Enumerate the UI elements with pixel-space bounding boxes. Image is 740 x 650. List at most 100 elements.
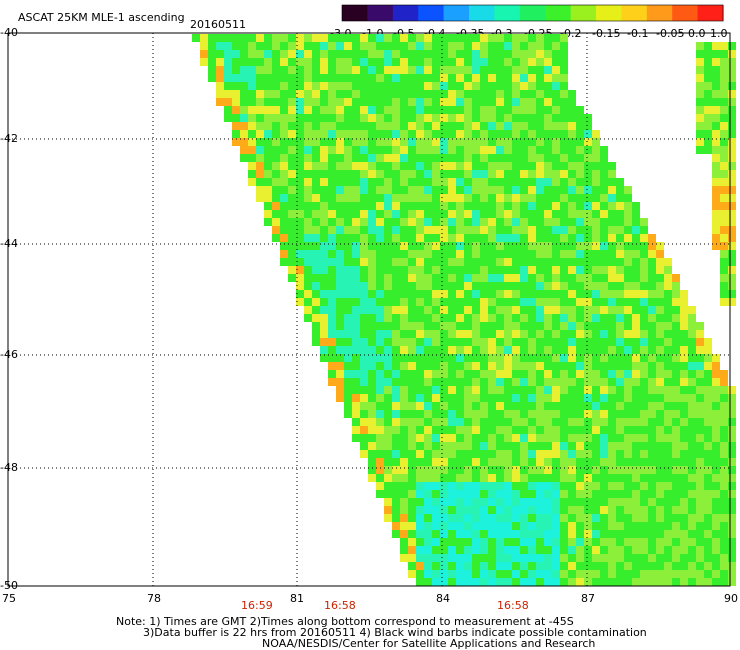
swath-cell	[720, 210, 728, 218]
swath-cell	[312, 210, 320, 218]
swath-cell	[512, 202, 520, 210]
swath-cell	[400, 186, 408, 194]
swath-cell	[248, 50, 256, 58]
swath-cell	[320, 282, 328, 290]
swath-cell	[536, 314, 544, 322]
swath-cell	[536, 458, 544, 466]
swath-cell	[536, 58, 544, 66]
swath-cell	[488, 234, 496, 242]
swath-cell	[296, 162, 304, 170]
swath-cell	[576, 242, 584, 250]
swath-cell	[584, 162, 592, 170]
swath-cell	[312, 226, 320, 234]
swath-cell	[616, 386, 624, 394]
swath-cell	[632, 378, 640, 386]
swath-cell	[224, 50, 232, 58]
x-tick-label: 75	[2, 592, 16, 605]
swath-cell	[384, 410, 392, 418]
colorbar-swatch	[367, 5, 394, 21]
swath-cell	[272, 178, 280, 186]
swath-cell	[608, 314, 616, 322]
swath-cell	[432, 434, 440, 442]
swath-cell	[568, 114, 576, 122]
swath-cell	[448, 546, 456, 554]
swath-cell	[728, 90, 736, 98]
swath-cell	[640, 242, 648, 250]
swath-cell	[616, 570, 624, 578]
swath-cell	[632, 466, 640, 474]
swath-cell	[512, 330, 520, 338]
swath-cell	[440, 170, 448, 178]
swath-cell	[464, 442, 472, 450]
swath-cell	[504, 466, 512, 474]
swath-cell	[560, 258, 568, 266]
swath-cell	[432, 234, 440, 242]
swath-cell	[384, 58, 392, 66]
swath-cell	[352, 314, 360, 322]
swath-cell	[560, 98, 568, 106]
swath-cell	[344, 346, 352, 354]
swath-cell	[640, 450, 648, 458]
swath-cell	[312, 82, 320, 90]
swath-cell	[328, 138, 336, 146]
swath-cell	[328, 226, 336, 234]
swath-cell	[576, 394, 584, 402]
swath-cell	[560, 250, 568, 258]
swath-cell	[280, 170, 288, 178]
swath-cell	[616, 506, 624, 514]
swath-cell	[424, 538, 432, 546]
swath-cell	[600, 482, 608, 490]
swath-cell	[344, 322, 352, 330]
swath-cell	[560, 42, 568, 50]
swath-cell	[640, 522, 648, 530]
swath-cell	[456, 266, 464, 274]
swath-cell	[488, 346, 496, 354]
swath-cell	[664, 418, 672, 426]
swath-cell	[624, 394, 632, 402]
swath-cell	[488, 74, 496, 82]
swath-cell	[456, 186, 464, 194]
swath-cell	[424, 178, 432, 186]
swath-cell	[520, 290, 528, 298]
swath-cell	[272, 114, 280, 122]
swath-cell	[312, 146, 320, 154]
swath-cell	[632, 554, 640, 562]
swath-cell	[624, 186, 632, 194]
swath-cell	[368, 122, 376, 130]
swath-cell	[608, 266, 616, 274]
swath-cell	[416, 442, 424, 450]
swath-cell	[592, 290, 600, 298]
swath-cell	[600, 354, 608, 362]
swath-cell	[680, 290, 688, 298]
swath-cell	[448, 554, 456, 562]
swath-cell	[456, 522, 464, 530]
swath-cell	[552, 170, 560, 178]
swath-cell	[704, 554, 712, 562]
swath-cell	[528, 466, 536, 474]
swath-cell	[632, 458, 640, 466]
swath-cell	[512, 314, 520, 322]
swath-cell	[560, 546, 568, 554]
swath-cell	[472, 546, 480, 554]
swath-cell	[520, 562, 528, 570]
swath-cell	[704, 434, 712, 442]
swath-cell	[336, 50, 344, 58]
swath-cell	[696, 442, 704, 450]
swath-cell	[336, 378, 344, 386]
swath-cell	[392, 82, 400, 90]
swath-cell	[256, 114, 264, 122]
swath-cell	[448, 106, 456, 114]
swath-cell	[552, 106, 560, 114]
swath-cell	[640, 282, 648, 290]
swath-cell	[352, 66, 360, 74]
swath-cell	[624, 330, 632, 338]
swath-cell	[728, 170, 736, 178]
swath-cell	[504, 570, 512, 578]
swath-cell	[496, 186, 504, 194]
swath-cell	[208, 58, 216, 66]
swath-cell	[616, 418, 624, 426]
swath-cell	[528, 58, 536, 66]
swath-cell	[368, 154, 376, 162]
swath-cell	[528, 338, 536, 346]
swath-cell	[512, 282, 520, 290]
